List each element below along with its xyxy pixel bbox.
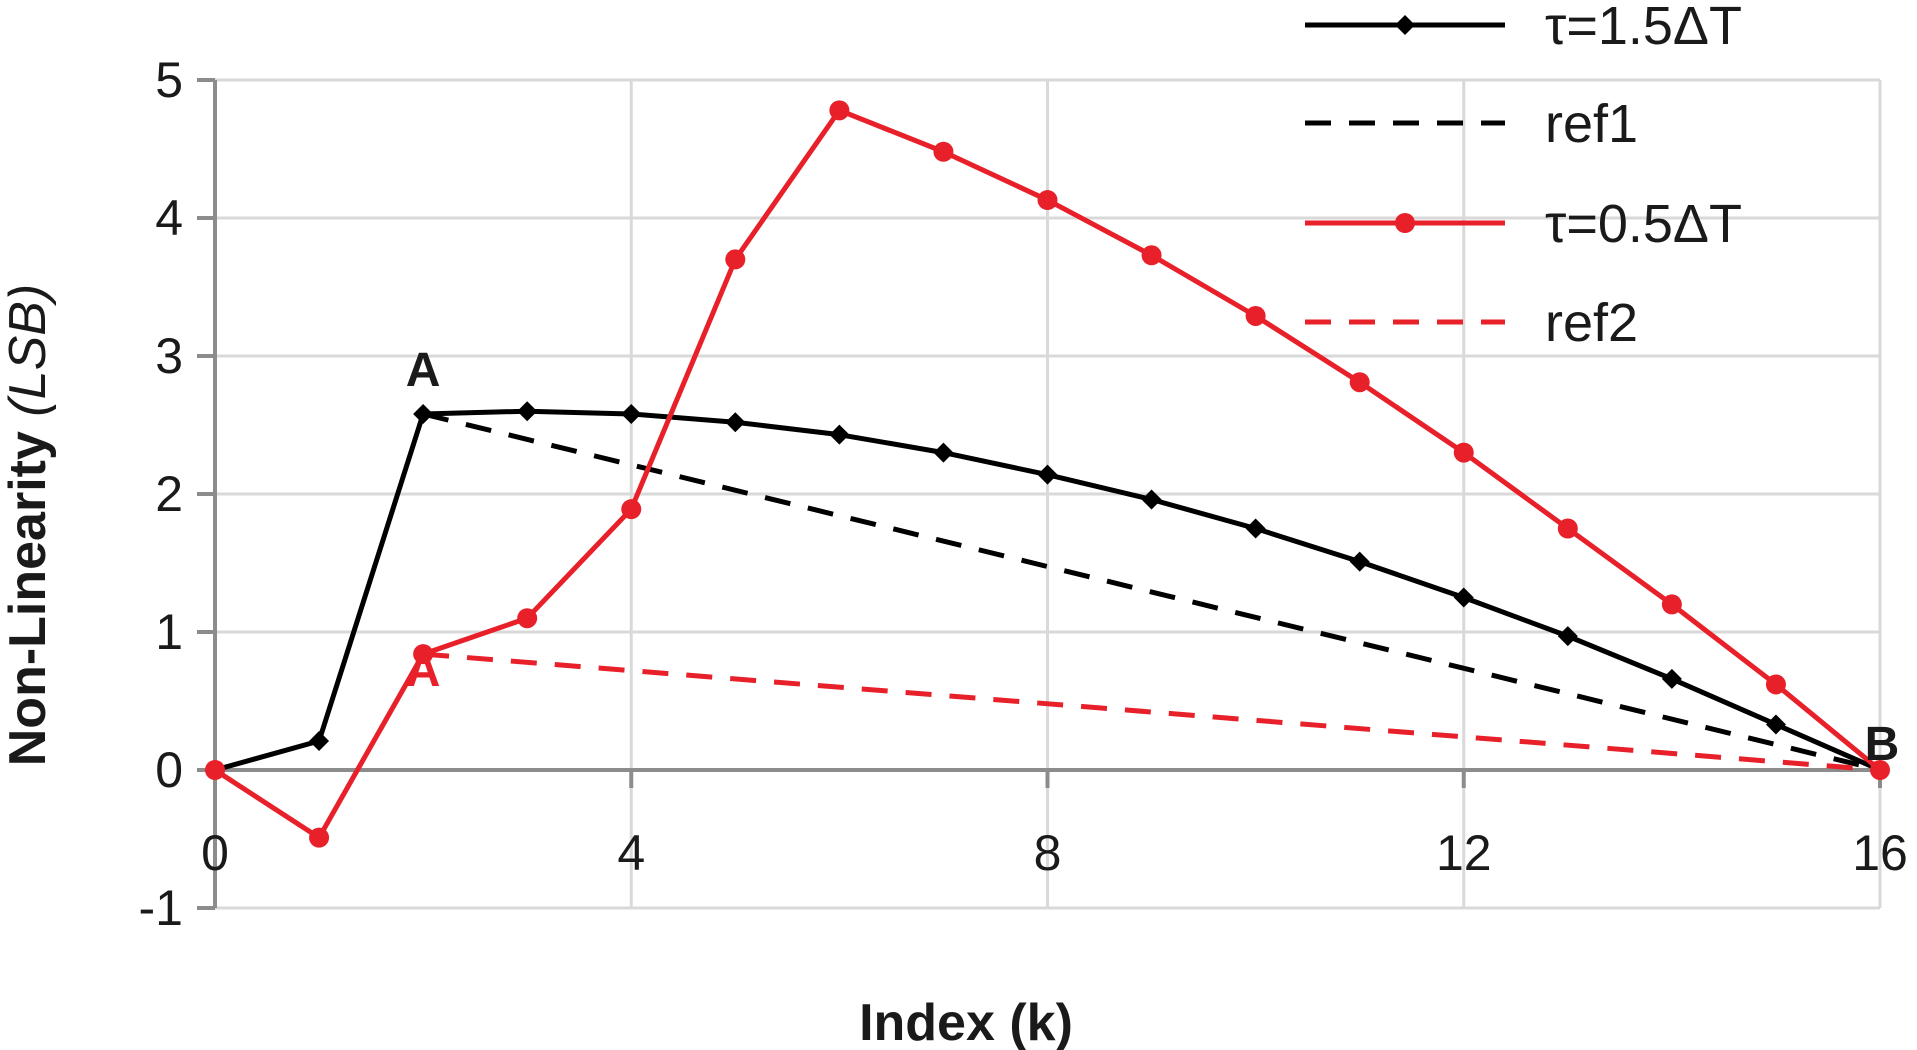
y-axis-title: Non-Linearity (LSB) bbox=[0, 284, 57, 767]
legend-label: ref2 bbox=[1545, 293, 1638, 353]
series-line bbox=[422, 651, 1881, 773]
data-point bbox=[1765, 674, 1786, 695]
data-point bbox=[1037, 464, 1058, 485]
data-point bbox=[1349, 372, 1370, 393]
data-point bbox=[309, 731, 330, 752]
series-τ=0.5ΔT bbox=[205, 100, 1890, 848]
data-point bbox=[1141, 245, 1162, 266]
data-point bbox=[1245, 518, 1266, 539]
y-tick-label: 4 bbox=[155, 190, 183, 246]
x-tick-label: 8 bbox=[1034, 825, 1062, 881]
series-τ=1.5ΔT bbox=[205, 401, 1890, 780]
data-point bbox=[621, 403, 642, 424]
y-axis-title-main: Non-Linearity bbox=[0, 417, 57, 767]
y-tick-label: 2 bbox=[155, 466, 183, 522]
annotations: A A B bbox=[406, 344, 1900, 771]
data-point bbox=[1141, 489, 1162, 510]
data-point bbox=[1349, 551, 1370, 572]
series-ref1 bbox=[422, 411, 1881, 773]
x-tick-label: 4 bbox=[617, 825, 645, 881]
data-point bbox=[1557, 518, 1578, 539]
legend-entry: τ=1.5ΔT bbox=[1305, 0, 1742, 56]
data-point bbox=[829, 100, 850, 121]
data-point bbox=[1765, 714, 1786, 735]
data-point bbox=[933, 442, 954, 463]
data-point bbox=[1661, 668, 1682, 689]
data-point bbox=[829, 424, 850, 445]
data-point bbox=[1245, 305, 1266, 326]
data-point bbox=[725, 412, 746, 433]
data-point bbox=[1661, 594, 1682, 615]
y-axis-title-unit: (LSB) bbox=[0, 284, 57, 417]
series-group bbox=[205, 100, 1890, 848]
legend-label: τ=1.5ΔT bbox=[1545, 0, 1742, 56]
legend-entry: ref1 bbox=[1305, 94, 1638, 154]
series-ref2 bbox=[422, 651, 1881, 773]
legend-entry: τ=0.5ΔT bbox=[1305, 194, 1742, 254]
x-axis-title: Index (k) bbox=[859, 994, 1073, 1050]
data-point bbox=[621, 499, 642, 520]
data-point bbox=[1453, 442, 1474, 463]
y-tick-label: -1 bbox=[139, 880, 183, 936]
annotation-label: A bbox=[406, 644, 441, 697]
legend-label: τ=0.5ΔT bbox=[1545, 194, 1742, 254]
y-tick-label: 1 bbox=[155, 604, 183, 660]
annotation-label: B bbox=[1865, 718, 1900, 771]
legend-marker bbox=[1395, 15, 1415, 35]
y-tick-label: 0 bbox=[155, 742, 183, 798]
y-tick-label: 3 bbox=[155, 328, 183, 384]
data-point bbox=[933, 141, 954, 162]
series-line bbox=[422, 411, 1881, 773]
data-point bbox=[205, 760, 225, 780]
annotation-label: A bbox=[406, 344, 441, 397]
x-tick-label: 12 bbox=[1436, 825, 1492, 881]
legend: τ=1.5ΔT ref1 τ=0.5ΔT ref2 bbox=[1305, 0, 1742, 353]
x-tick-label: 16 bbox=[1852, 825, 1908, 881]
x-tick-label: 0 bbox=[201, 825, 229, 881]
data-point bbox=[1557, 626, 1578, 647]
y-tick-label: 5 bbox=[155, 52, 183, 108]
data-point bbox=[517, 608, 538, 629]
data-point bbox=[1037, 190, 1058, 211]
data-point bbox=[725, 249, 746, 270]
legend-label: ref1 bbox=[1545, 94, 1638, 154]
legend-marker bbox=[1395, 213, 1415, 233]
legend-entry: ref2 bbox=[1305, 293, 1638, 353]
data-point bbox=[1453, 587, 1474, 608]
data-point bbox=[517, 401, 538, 422]
data-point bbox=[309, 827, 330, 848]
